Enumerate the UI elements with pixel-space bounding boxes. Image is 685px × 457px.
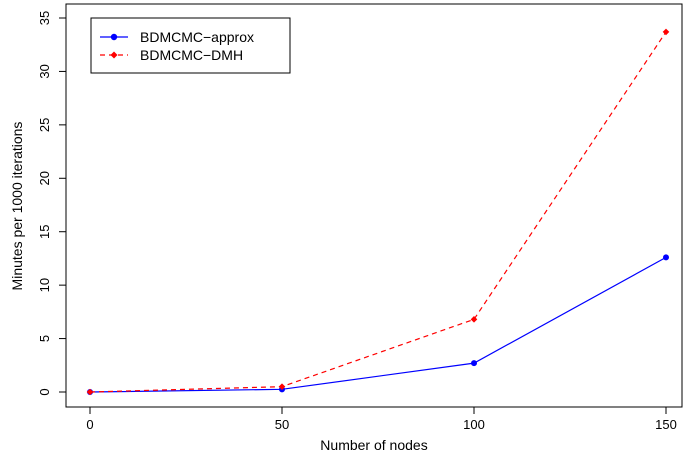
- series-line-approx: [89, 256, 667, 393]
- x-tick-label: 50: [275, 417, 289, 432]
- legend-label-dmh: BDMCMC−DMH: [140, 47, 243, 63]
- series-line-dmh: [89, 31, 667, 393]
- plot-frame: [65, 3, 683, 408]
- data-point-dmh: [470, 316, 478, 323]
- x-axis-label: Number of nodes: [320, 437, 427, 453]
- y-axis: 0 5 10 15 20 25 30 35: [37, 11, 66, 396]
- y-tick-label: 20: [37, 171, 52, 185]
- data-point-dmh: [86, 388, 94, 396]
- legend-box: [90, 17, 291, 74]
- x-tick-label: 0: [86, 417, 93, 432]
- x-tick-label: 100: [463, 417, 485, 432]
- y-tick-label: 35: [37, 11, 52, 25]
- y-tick-label: 5: [37, 335, 52, 342]
- y-tick-label: 10: [37, 278, 52, 292]
- y-tick-label: 0: [37, 388, 52, 395]
- series-layer: [86, 28, 670, 396]
- data-point-dmh: [278, 383, 286, 390]
- legend-marker-approx: [110, 33, 118, 41]
- legend-label-approx: BDMCMC−approx: [140, 29, 254, 45]
- y-tick-label: 30: [37, 64, 52, 78]
- data-point-approx: [663, 254, 669, 261]
- data-point-approx: [471, 360, 477, 367]
- y-axis-label: Minutes per 1000 iterations: [9, 122, 25, 291]
- legend-marker-dmh: [110, 51, 118, 59]
- y-tick-label: 25: [37, 118, 52, 132]
- data-point-dmh: [662, 28, 670, 36]
- x-axis: 0 50 100 150: [86, 407, 677, 432]
- legend: BDMCMC−approx BDMCMC−DMH: [90, 17, 291, 74]
- x-tick-label: 150: [655, 417, 677, 432]
- y-tick-label: 15: [37, 224, 52, 238]
